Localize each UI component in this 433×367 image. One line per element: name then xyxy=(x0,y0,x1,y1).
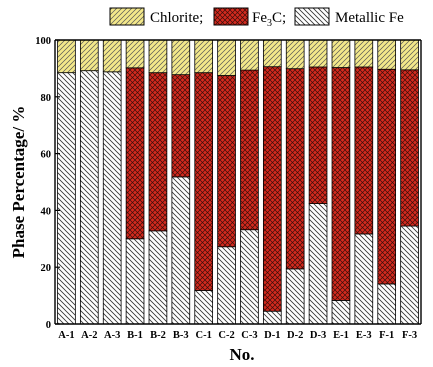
x-tick-label-b-2: B-2 xyxy=(150,330,166,341)
legend-item-chlorite: Chlorite; xyxy=(109,7,203,26)
bar-b-2-chlorite xyxy=(148,39,168,74)
bar-c-1-metallic-fe xyxy=(194,290,214,325)
plot-area: 0 20 40 60 80 100 A-1 A-2 A-3 B-1 B-2 B-3 C-1 C-2 C-3 D… xyxy=(35,36,422,341)
bar-a-1-chlorite xyxy=(57,39,76,74)
bar-f-3-chlorite xyxy=(400,39,419,71)
y-tick-label-100: 100 xyxy=(35,36,51,47)
y-tick-label-20: 20 xyxy=(41,263,52,274)
bar-f-3-metallic-fe xyxy=(400,225,419,325)
bar-b-2-fe3c xyxy=(148,72,168,232)
bar-c-2-metallic-fe xyxy=(217,246,236,325)
x-tick-label-b-1: B-1 xyxy=(127,330,143,341)
bar-b-3-fe3c xyxy=(171,74,191,178)
bar-c-2-fe3c xyxy=(217,75,236,248)
bar-b-1-metallic-fe xyxy=(125,238,145,325)
bar-e-1-metallic-fe xyxy=(331,300,351,325)
bar-c-1-fe3c xyxy=(194,72,214,291)
bar-c-3-chlorite xyxy=(240,39,259,71)
bar-a-3-chlorite xyxy=(102,39,122,73)
bar-b-2-metallic-fe xyxy=(148,230,168,325)
bar-d-1-metallic-fe xyxy=(262,310,282,325)
bar-a-3-metallic-fe xyxy=(102,71,122,325)
x-tick-label-d-1: D-1 xyxy=(264,330,280,341)
y-tick-label-0: 0 xyxy=(46,320,51,331)
bar-e-1-fe3c xyxy=(331,67,351,301)
legend-label-fe3c-sub: 3 xyxy=(267,18,272,29)
legend-item-metallic-fe: Metallic Fe xyxy=(294,7,404,26)
x-tick-label-c-3: C-3 xyxy=(241,330,257,341)
x-tick-label-f-3: F-3 xyxy=(402,330,417,341)
y-tick-label-40: 40 xyxy=(41,206,52,217)
bar-a-2-chlorite xyxy=(79,39,99,72)
bar-d-1-fe3c xyxy=(262,66,282,312)
bar-a-1-metallic-fe xyxy=(57,72,76,325)
legend-item-fe3c: Fe3C; xyxy=(213,7,286,29)
x-tick-label-e-3: E-3 xyxy=(356,330,372,341)
legend-label-fe3c-main: Fe xyxy=(252,10,267,26)
legend-swatch-metallic-fe xyxy=(294,7,330,26)
x-tick-label-c-1: C-1 xyxy=(196,330,212,341)
y-axis-title: Phase Percentage/ % xyxy=(9,106,28,259)
x-tick-label-a-2: A-2 xyxy=(81,330,97,341)
x-tick-label-c-2: C-2 xyxy=(218,330,234,341)
bar-f-1-metallic-fe xyxy=(377,283,397,325)
y-tick-label-80: 80 xyxy=(41,93,52,104)
x-axis-title: No. xyxy=(229,345,254,364)
bar-d-2-fe3c xyxy=(285,68,305,270)
bar-b-1-chlorite xyxy=(125,39,145,69)
x-tick-label-a-1: A-1 xyxy=(58,330,74,341)
bar-d-3-fe3c xyxy=(308,66,328,204)
legend-label-fe3c: Fe3C; xyxy=(252,10,286,29)
legend-label-fe3c-tail: C; xyxy=(272,10,286,26)
legend: Chlorite; Fe3C; Metallic Fe xyxy=(109,7,404,29)
bar-d-1-chlorite xyxy=(262,39,282,68)
bar-b-1-fe3c xyxy=(125,67,145,240)
x-tick-label-f-1: F-1 xyxy=(379,330,394,341)
bar-c-3-fe3c xyxy=(240,69,259,231)
bar-b-3-metallic-fe xyxy=(171,176,191,325)
x-tick-label-b-3: B-3 xyxy=(173,330,189,341)
x-tick-label-e-1: E-1 xyxy=(333,330,349,341)
x-tick-label-d-2: D-2 xyxy=(287,330,303,341)
bar-f-1-fe3c xyxy=(377,68,397,285)
bar-e-3-chlorite xyxy=(354,39,374,68)
bar-c-1-chlorite xyxy=(194,39,214,74)
bar-f-3-fe3c xyxy=(400,69,419,227)
y-tick-label-60: 60 xyxy=(41,150,52,161)
bar-a-2-metallic-fe xyxy=(79,70,99,325)
bar-c-2-chlorite xyxy=(217,39,236,76)
bar-d-3-chlorite xyxy=(308,39,328,68)
x-tick-label-d-3: D-3 xyxy=(310,330,326,341)
bar-d-2-metallic-fe xyxy=(285,268,305,325)
bar-e-3-metallic-fe xyxy=(354,233,374,325)
legend-label-chlorite: Chlorite; xyxy=(150,10,203,26)
x-tick-label-a-3: A-3 xyxy=(104,330,120,341)
bar-f-1-chlorite xyxy=(377,39,397,70)
bar-d-2-chlorite xyxy=(285,39,305,70)
bar-b-3-chlorite xyxy=(171,39,191,76)
bar-d-3-metallic-fe xyxy=(308,203,328,325)
legend-swatch-fe3c xyxy=(213,7,249,26)
legend-swatch-chlorite xyxy=(109,7,145,26)
legend-label-metallic-fe: Metallic Fe xyxy=(335,10,404,26)
bar-e-3-fe3c xyxy=(354,66,374,235)
bar-e-1-chlorite xyxy=(331,39,351,68)
bar-c-3-metallic-fe xyxy=(240,229,259,325)
